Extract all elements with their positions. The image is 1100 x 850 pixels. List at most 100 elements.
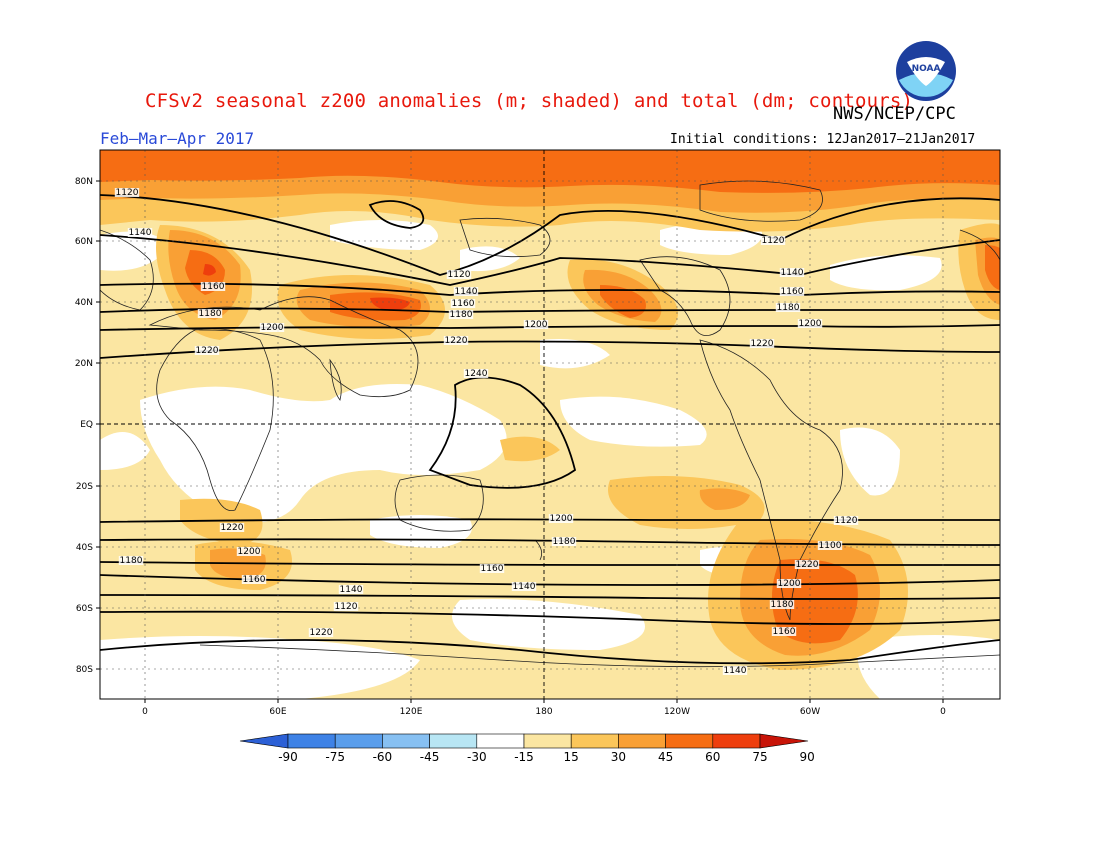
colorbar-tick-label: 60 <box>705 750 720 764</box>
contour-label: 1180 <box>120 556 143 566</box>
colorbar-tick-label: -15 <box>514 750 534 764</box>
contour-label: 1180 <box>450 310 473 320</box>
contour-label-bg <box>236 547 262 556</box>
lon-tick-label: 60W <box>800 707 820 717</box>
coastlines <box>100 180 1000 668</box>
contour-label: 1120 <box>335 602 358 612</box>
lat-tick-label: 60S <box>76 604 93 614</box>
colorbar-tick-label: -90 <box>278 750 298 764</box>
contour-label-bg <box>817 541 843 550</box>
colorbar-tick-label: -60 <box>373 750 393 764</box>
colorbar-segment <box>382 733 430 749</box>
contour-label-bg <box>241 575 267 584</box>
contour-label-bg <box>114 188 140 197</box>
lon-tick-label: 0 <box>940 707 946 717</box>
contour-label-bg <box>722 666 748 675</box>
contour-label-bg <box>446 270 472 279</box>
colorbar-segment <box>429 733 478 749</box>
lon-tick-label: 180 <box>535 707 552 717</box>
contour-label: 1200 <box>778 579 801 589</box>
contour-label: 1220 <box>751 339 774 349</box>
contour-label-bg <box>448 310 474 319</box>
lon-tick-label: 60E <box>269 707 286 717</box>
contour-label-bg <box>775 303 801 312</box>
contour-1140-south <box>100 594 1000 600</box>
contour-label-bg <box>443 336 469 345</box>
colorbar-tick-label: 75 <box>752 750 767 764</box>
colorbar: -90 -75 -60 -45 -30 -15 15 30 45 60 75 90 <box>239 733 815 764</box>
contour-label: 1220 <box>796 560 819 570</box>
contour-label: 1140 <box>781 268 804 278</box>
contour-label: 1160 <box>481 564 504 574</box>
contour-label: 1160 <box>202 282 225 292</box>
contour-label: 1100 <box>819 541 842 551</box>
contour-label-bg <box>453 287 479 296</box>
contour-1140 <box>100 234 1000 286</box>
contour-label-bg <box>118 556 144 565</box>
contour-label: 1120 <box>762 236 785 246</box>
contour-label: 1140 <box>724 666 747 676</box>
longitude-ticks: 0 60E 120E 180 120W 60W 0 <box>142 699 946 717</box>
contour-label: 1160 <box>452 299 475 309</box>
colorbar-tick-label: -75 <box>325 750 345 764</box>
contour-1160-south <box>100 574 1000 586</box>
contour-label-bg <box>194 346 220 355</box>
contour-1220 <box>100 340 1000 359</box>
latitude-ticks: 80N 60N 40N 20N EQ 20S 40S 60S 80S <box>75 177 100 675</box>
chart-title: CFSv2 seasonal z200 anomalies (m; shaded… <box>145 90 914 112</box>
contour-label: 1200 <box>525 320 548 330</box>
contour-label-bg <box>463 369 489 378</box>
contour-1180-south <box>100 561 1000 566</box>
contour-1120-south <box>100 610 1000 625</box>
contour-label-bg <box>779 287 805 296</box>
contour-label: 1140 <box>129 228 152 238</box>
contour-label: 1180 <box>199 309 222 319</box>
contour-label: 1140 <box>340 585 363 595</box>
initial-conditions: Initial conditions: 12Jan2017–21Jan2017 <box>670 132 976 147</box>
colorbar-segment <box>712 733 761 749</box>
colorbar-segment <box>618 733 666 749</box>
contour-label-bg <box>797 319 823 328</box>
colorbar-segment <box>665 733 714 749</box>
contour-label-bg <box>760 236 786 245</box>
contour-label: 1220 <box>445 336 468 346</box>
contour-label-bg <box>127 228 153 237</box>
contour-label-bg <box>219 523 245 532</box>
contour-label-bg <box>779 268 805 277</box>
colorbar-tick-label: 90 <box>800 750 815 764</box>
lat-tick-label: 40S <box>76 543 93 553</box>
contour-label-bg <box>338 585 364 594</box>
contour-label: 1160 <box>773 627 796 637</box>
contour-label: 1220 <box>196 346 219 356</box>
contour-label: 1220 <box>310 628 333 638</box>
colorbar-segment <box>334 733 383 749</box>
colorbar-left-arrow <box>239 733 289 749</box>
contour-label: 1180 <box>553 537 576 547</box>
contour-1120 <box>100 194 1000 276</box>
contour-label: 1160 <box>243 575 266 585</box>
contour-labels: 1120114011601180120012201120114011601180… <box>114 188 859 676</box>
contour-label-bg <box>308 628 334 637</box>
lat-tick-label: 80S <box>76 665 93 675</box>
contour-label-bg <box>776 579 802 588</box>
contour-label: 1180 <box>771 600 794 610</box>
svg-text:NOAA: NOAA <box>912 64 941 74</box>
contour-label-bg <box>551 537 577 546</box>
colorbar-segment <box>287 733 336 749</box>
contour-label-bg <box>548 514 574 523</box>
contour-label-bg <box>749 339 775 348</box>
contour-label-bg <box>450 299 476 308</box>
contour-label: 1140 <box>513 582 536 592</box>
agency-label: NWS/NCEP/CPC <box>833 104 956 124</box>
lat-tick-label: 40N <box>75 298 93 308</box>
contour-label: 1180 <box>777 303 800 313</box>
contour-label: 1200 <box>799 319 822 329</box>
colorbar-segment <box>523 733 572 749</box>
contour-label: 1200 <box>238 547 261 557</box>
contour-label: 1240 <box>465 369 488 379</box>
contour-1240 <box>428 376 577 489</box>
contour-label-bg <box>511 582 537 591</box>
contour-label: 1200 <box>550 514 573 524</box>
lat-tick-label: 60N <box>75 237 93 247</box>
